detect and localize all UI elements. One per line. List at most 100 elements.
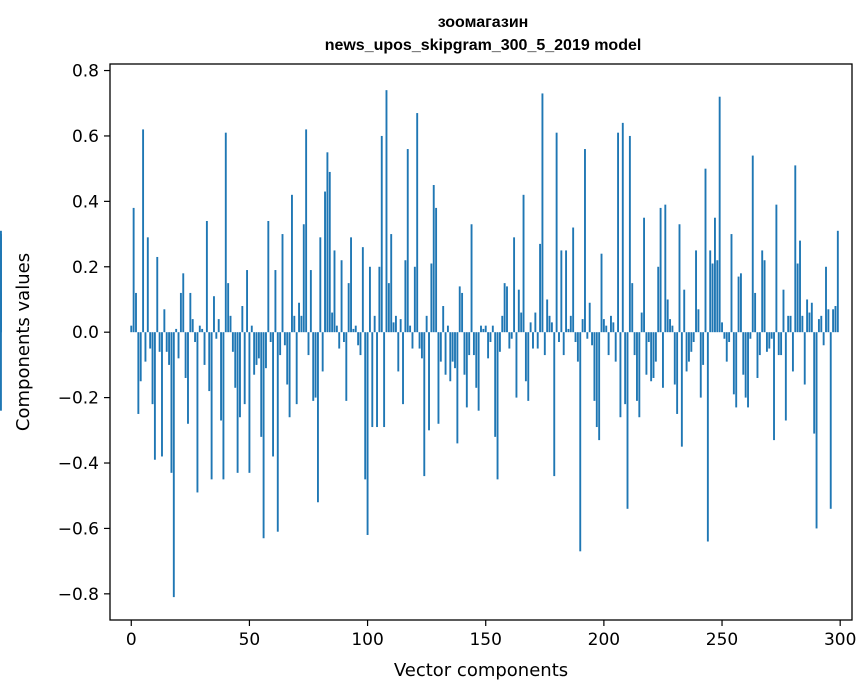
bar: [347, 283, 350, 333]
bar: [300, 315, 303, 333]
bar: [586, 332, 589, 339]
chart-subtitle: news_upos_skipgram_300_5_2019 model: [325, 37, 642, 54]
bar: [394, 315, 397, 333]
bar: [250, 325, 253, 333]
bar: [137, 332, 140, 414]
x-tick-label: 200: [588, 630, 620, 650]
bar: [690, 332, 693, 352]
bar: [501, 315, 504, 333]
bar: [704, 168, 707, 333]
bar: [139, 332, 142, 382]
x-tick-label: 150: [469, 630, 501, 650]
bar: [165, 332, 168, 352]
bar: [402, 332, 404, 405]
bar: [718, 96, 721, 333]
bar: [208, 332, 211, 392]
bar: [614, 332, 617, 362]
bar: [269, 332, 272, 342]
bar: [737, 276, 740, 333]
bar: [503, 283, 506, 333]
bar: [281, 234, 284, 333]
bar: [215, 332, 218, 339]
bar: [430, 263, 433, 333]
bar: [794, 165, 797, 333]
bar: [761, 250, 764, 333]
bar: [317, 332, 319, 503]
bar: [205, 220, 208, 333]
bar: [541, 93, 544, 333]
bar: [777, 332, 780, 356]
bar: [600, 253, 603, 333]
bar: [721, 322, 723, 333]
bar: [683, 289, 686, 333]
plot-frame: [109, 63, 853, 621]
bar: [213, 296, 215, 333]
bar: [591, 332, 594, 346]
bar: [728, 332, 731, 342]
chart-title: зоомагазин: [438, 14, 529, 31]
bar: [510, 332, 513, 339]
bar: [666, 299, 669, 333]
bar: [685, 332, 688, 372]
bar: [321, 332, 324, 372]
bar: [392, 322, 395, 333]
bar: [747, 332, 749, 408]
y-tick-label: 0.0: [72, 323, 99, 343]
bar: [378, 266, 381, 333]
bar: [338, 332, 341, 349]
bar: [636, 332, 638, 401]
bar: [617, 132, 619, 333]
bar: [702, 332, 705, 365]
bar: [279, 332, 282, 356]
bar: [605, 325, 608, 333]
bar: [227, 283, 230, 333]
bar: [224, 132, 227, 333]
bar: [524, 332, 527, 382]
x-tick-label: 100: [351, 630, 383, 650]
x-axis-ticks: 0 50 100 150 200 250 300: [126, 620, 856, 650]
bar: [565, 250, 568, 333]
bar: [359, 332, 362, 356]
y-axis-ticks: −0.8 −0.6 −0.4 −0.2 0.0 0.2 0.4 0.6 0.8: [58, 62, 110, 605]
bar: [619, 332, 622, 418]
bar: [735, 332, 738, 408]
bar: [274, 270, 277, 333]
bar: [494, 332, 497, 437]
bar: [149, 332, 152, 349]
bar: [189, 292, 192, 333]
bar: [796, 263, 799, 333]
bar: [822, 332, 825, 346]
bar: [569, 315, 572, 333]
bar: [413, 266, 416, 333]
bar: [758, 332, 761, 356]
bar: [184, 332, 187, 378]
bar: [791, 332, 794, 372]
bar: [151, 332, 154, 405]
y-tick-label: 0.8: [72, 62, 99, 82]
bar: [536, 332, 539, 349]
bar: [416, 113, 419, 333]
bar: [257, 332, 260, 359]
bar: [820, 315, 823, 333]
bar: [409, 325, 412, 333]
bar: [182, 273, 185, 333]
bar: [697, 309, 700, 333]
bar: [418, 332, 421, 349]
bar: [312, 332, 315, 401]
bar: [607, 332, 610, 356]
bar: [246, 270, 248, 333]
bar: [560, 250, 563, 333]
bar: [156, 256, 159, 333]
bar: [397, 332, 400, 372]
bar: [742, 332, 745, 375]
bar: [659, 207, 662, 333]
bar: [432, 185, 435, 333]
bar: [506, 286, 508, 333]
bar: [539, 243, 542, 333]
bar: [801, 315, 804, 333]
bar: [288, 332, 291, 418]
bar: [168, 332, 171, 365]
bar: [825, 266, 827, 333]
bar: [260, 332, 263, 437]
y-tick-label: −0.8: [58, 585, 99, 605]
